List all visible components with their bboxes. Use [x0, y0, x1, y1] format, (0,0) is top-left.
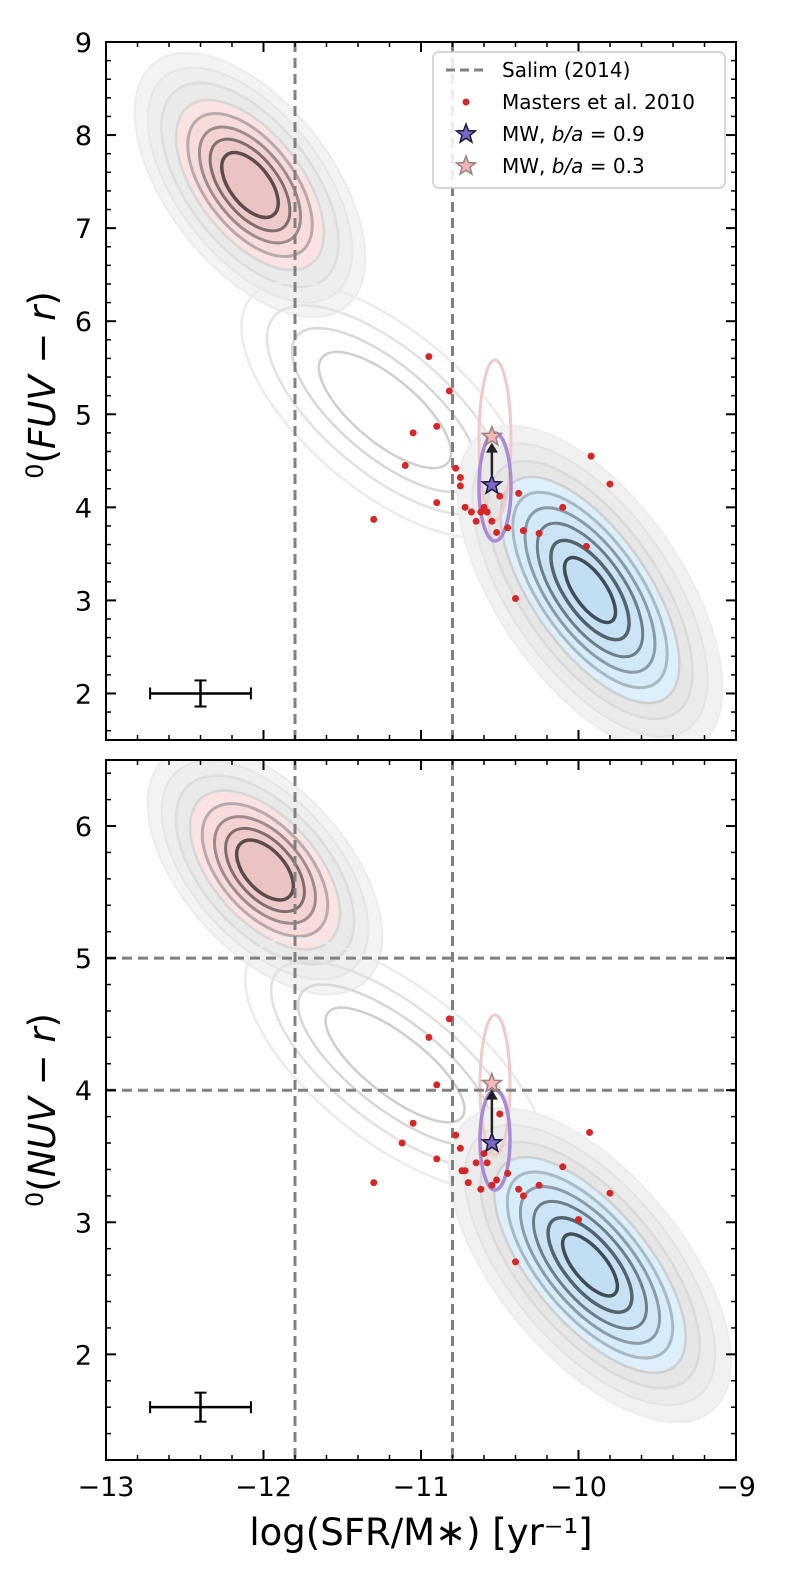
fuv-masters-point [456, 474, 464, 482]
fuv-panel: 2 3 4 5 6 7 8 9 [75, 28, 737, 741]
fuv-mw-face-on-star [480, 472, 504, 495]
nuv-masters-point [456, 1144, 464, 1152]
nuv-masters-point [472, 1159, 480, 1167]
fuv-masters-point [512, 595, 519, 603]
fuv-masters-point [582, 542, 590, 550]
legend-masters-swatch [462, 98, 470, 106]
nuv-masters-point [433, 1155, 441, 1163]
fuv-y-tick-label: 4 [75, 493, 92, 524]
fuv-y-tick-label: 7 [75, 214, 92, 245]
legend: Salim (2014) Masters et al. 2010 MW, b/a… [432, 51, 726, 189]
legend-masters-label: Masters et al. 2010 [502, 90, 695, 114]
fuv-masters-point [606, 480, 614, 488]
fuv-masters-point [488, 517, 496, 525]
nuv-masters-point [575, 1216, 582, 1224]
legend-box [432, 51, 726, 189]
nuv-masters-point [461, 1167, 469, 1175]
fuv-y-tick-label: 2 [75, 679, 92, 710]
nuv-x-tick-label: −13 [78, 1472, 135, 1503]
fuv-y-tick-label: 9 [75, 28, 92, 59]
fuv-masters-point [456, 482, 464, 490]
x-axis-label: log(SFR/M∗) [yr⁻¹] [249, 1511, 592, 1554]
mw-inclined-region [478, 1013, 512, 1157]
nuv-y-axis-label: 0(NUV − r) [21, 1013, 64, 1207]
fuv-y-tick-label: 6 [75, 307, 92, 338]
legend-salim-label: Salim (2014) [502, 58, 630, 82]
legend-mw-inclined-star [454, 153, 478, 176]
fuv-masters-point [445, 387, 453, 395]
fuv-masters-point [433, 499, 441, 507]
fuv-masters-point [559, 503, 567, 511]
quiescent-contours [133, 51, 367, 319]
fuv-masters-point [496, 492, 504, 500]
fuv-masters-point [504, 524, 512, 532]
fuv-masters-point [433, 422, 441, 430]
nuv-panel: 2 3 4 5 6 −13 −12 −11 −10 −9 [75, 759, 756, 1503]
nuv-masters-point [445, 1015, 453, 1023]
star-forming-contours [456, 424, 724, 740]
nuv-masters-point [504, 1169, 512, 1177]
legend-mw-face-on-label: MW, b/a = 0.9 [502, 122, 645, 146]
legend-mw-face-on-star [454, 121, 478, 144]
fuv-density-contours [133, 42, 724, 740]
fuv-y-tick-label: 3 [75, 586, 92, 617]
nuv-masters-point [512, 1258, 519, 1266]
nuv-masters-point [519, 1192, 527, 1200]
star-forming-contours [447, 1106, 733, 1424]
nuv-masters-point [606, 1189, 614, 1197]
nuv-x-tick-label: −12 [235, 1472, 292, 1503]
nuv-mw-arrow-head [485, 1089, 498, 1100]
fuv-masters-point [467, 508, 475, 516]
nuv-masters-point [433, 1081, 441, 1089]
fuv-masters-point [401, 461, 409, 469]
nuv-masters-point [452, 1131, 460, 1139]
fuv-y-tick-label: 8 [75, 121, 92, 152]
nuv-masters-point [425, 1033, 433, 1041]
fuv-masters-point [370, 515, 378, 523]
fuv-masters-point [425, 353, 433, 361]
fuv-masters-point [472, 517, 480, 525]
nuv-masters-point [493, 1176, 501, 1184]
nuv-masters-point [409, 1119, 417, 1127]
nuv-masters-point [559, 1163, 567, 1171]
nuv-masters-point [586, 1128, 594, 1136]
fuv-y-axis-label: 0(FUV − r) [21, 291, 64, 479]
nuv-x-tick-label: −10 [550, 1472, 607, 1503]
nuv-y-tick-label: 3 [75, 1208, 92, 1239]
fuv-masters-point [587, 452, 595, 460]
fuv-masters-point [515, 489, 523, 497]
nuv-masters-point [464, 1179, 472, 1187]
fuv-masters-point [461, 503, 469, 511]
nuv-x-tick-label: −9 [716, 1472, 756, 1503]
nuv-y-tick-label: 4 [75, 1076, 92, 1107]
fuv-masters-point [409, 429, 417, 437]
nuv-masters-point [398, 1139, 406, 1147]
nuv-density-contours [106, 760, 736, 1460]
fuv-mw-arrow-head [485, 442, 498, 453]
fuv-masters-point [535, 529, 543, 537]
quiescent-contours [146, 760, 384, 996]
nuv-masters-point [535, 1181, 543, 1189]
nuv-y-tick-label: 5 [75, 944, 92, 975]
legend-mw-inclined-label: MW, b/a = 0.3 [502, 154, 645, 178]
fuv-masters-point [493, 528, 501, 536]
nuv-masters-point [483, 1159, 491, 1167]
nuv-mw-face-on-star [480, 1130, 504, 1153]
fuv-masters-point [483, 508, 491, 516]
fuv-masters-point [519, 527, 527, 535]
nuv-mw-inclined-star [480, 1071, 504, 1094]
nuv-masters-point [496, 1110, 504, 1118]
fuv-masters-point [452, 464, 460, 472]
nuv-y-tick-label: 6 [75, 812, 92, 843]
fuv-mw-inclined-star [480, 424, 504, 447]
nuv-masters-point [370, 1179, 378, 1187]
nuv-y-tick-label: 2 [75, 1340, 92, 1371]
nuv-masters-point [488, 1181, 496, 1189]
nuv-masters-point [515, 1185, 523, 1193]
nuv-x-tick-label: −11 [393, 1472, 450, 1503]
fuv-y-tick-label: 5 [75, 400, 92, 431]
nuv-masters-point [477, 1185, 485, 1193]
